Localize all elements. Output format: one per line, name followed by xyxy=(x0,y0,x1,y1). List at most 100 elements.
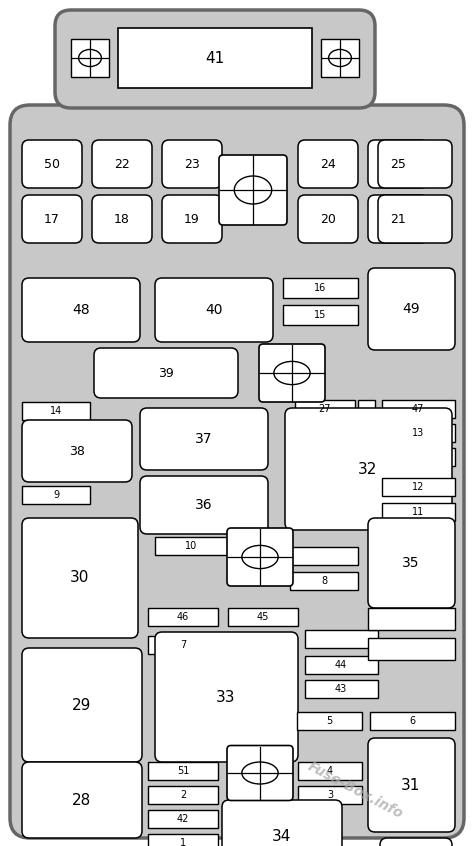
Bar xyxy=(368,608,455,630)
Text: 48: 48 xyxy=(72,303,90,317)
FancyBboxPatch shape xyxy=(380,838,452,846)
Text: 40: 40 xyxy=(205,303,223,317)
Text: 33: 33 xyxy=(216,689,236,705)
Text: 4: 4 xyxy=(327,766,333,776)
Bar xyxy=(290,547,358,565)
Bar xyxy=(305,680,378,698)
Bar xyxy=(358,400,375,418)
Ellipse shape xyxy=(328,49,351,67)
FancyBboxPatch shape xyxy=(368,738,455,832)
Text: 34: 34 xyxy=(272,828,292,843)
Bar xyxy=(228,608,298,626)
FancyBboxPatch shape xyxy=(378,195,452,243)
FancyBboxPatch shape xyxy=(22,518,138,638)
FancyBboxPatch shape xyxy=(219,155,287,225)
FancyBboxPatch shape xyxy=(298,140,358,188)
Text: 37: 37 xyxy=(195,432,213,446)
Text: 5: 5 xyxy=(326,716,332,726)
FancyBboxPatch shape xyxy=(155,278,273,342)
Bar xyxy=(368,638,455,660)
Text: 7: 7 xyxy=(180,640,186,650)
Text: 10: 10 xyxy=(185,541,197,551)
Bar xyxy=(148,762,218,780)
Text: 41: 41 xyxy=(205,51,225,65)
Ellipse shape xyxy=(234,176,272,204)
Bar xyxy=(148,786,218,804)
Bar xyxy=(290,572,358,590)
Bar xyxy=(382,478,455,496)
Text: 6: 6 xyxy=(409,716,415,726)
FancyBboxPatch shape xyxy=(298,195,358,243)
Bar xyxy=(305,630,378,648)
FancyBboxPatch shape xyxy=(22,278,140,342)
Text: 35: 35 xyxy=(402,556,420,570)
Text: 50: 50 xyxy=(44,157,60,171)
Ellipse shape xyxy=(274,361,310,385)
FancyBboxPatch shape xyxy=(10,105,464,838)
Bar xyxy=(321,39,359,77)
FancyBboxPatch shape xyxy=(22,762,142,838)
Text: 47: 47 xyxy=(412,404,424,414)
Text: Fuse-Box.info: Fuse-Box.info xyxy=(305,759,405,821)
FancyBboxPatch shape xyxy=(227,528,293,586)
Text: 23: 23 xyxy=(184,157,200,171)
Text: 44: 44 xyxy=(335,660,347,670)
Text: 31: 31 xyxy=(401,777,421,793)
Bar xyxy=(297,712,362,730)
Bar xyxy=(148,810,218,828)
Bar xyxy=(22,486,90,504)
Bar xyxy=(22,402,90,420)
Text: 2: 2 xyxy=(180,790,186,800)
FancyBboxPatch shape xyxy=(140,476,268,534)
Bar xyxy=(382,424,455,442)
Text: 1: 1 xyxy=(180,838,186,846)
Text: 16: 16 xyxy=(314,283,326,293)
Text: 18: 18 xyxy=(114,212,130,226)
Text: 43: 43 xyxy=(335,684,347,694)
FancyBboxPatch shape xyxy=(92,195,152,243)
Text: 24: 24 xyxy=(320,157,336,171)
Text: 46: 46 xyxy=(177,612,189,622)
Bar xyxy=(148,608,218,626)
Bar xyxy=(298,762,362,780)
FancyBboxPatch shape xyxy=(378,140,452,188)
Bar xyxy=(148,636,218,654)
Text: 39: 39 xyxy=(158,366,174,380)
Bar xyxy=(148,834,218,846)
Text: 21: 21 xyxy=(390,212,406,226)
FancyBboxPatch shape xyxy=(368,195,428,243)
Text: 19: 19 xyxy=(184,212,200,226)
Text: 45: 45 xyxy=(257,612,269,622)
Text: 51: 51 xyxy=(177,766,189,776)
Text: 30: 30 xyxy=(70,570,90,585)
Bar xyxy=(370,712,455,730)
Bar xyxy=(283,305,358,325)
Text: 3: 3 xyxy=(327,790,333,800)
Text: 20: 20 xyxy=(320,212,336,226)
FancyBboxPatch shape xyxy=(22,140,82,188)
Text: 14: 14 xyxy=(50,406,62,416)
Text: 9: 9 xyxy=(53,490,59,500)
Bar xyxy=(118,28,312,88)
FancyBboxPatch shape xyxy=(22,195,82,243)
Text: 38: 38 xyxy=(69,444,85,458)
Text: 17: 17 xyxy=(44,212,60,226)
FancyBboxPatch shape xyxy=(140,408,268,470)
Text: 29: 29 xyxy=(73,697,91,712)
Text: 8: 8 xyxy=(321,576,327,586)
Text: 12: 12 xyxy=(412,482,424,492)
Bar xyxy=(305,656,378,674)
FancyBboxPatch shape xyxy=(155,632,298,762)
FancyBboxPatch shape xyxy=(94,348,238,398)
Text: 22: 22 xyxy=(114,157,130,171)
Bar xyxy=(295,400,355,418)
Bar xyxy=(283,278,358,298)
FancyBboxPatch shape xyxy=(368,518,455,608)
Bar xyxy=(155,537,228,555)
FancyBboxPatch shape xyxy=(368,268,455,350)
Text: 27: 27 xyxy=(319,404,331,414)
FancyBboxPatch shape xyxy=(55,10,375,108)
Text: 28: 28 xyxy=(73,793,91,807)
Bar xyxy=(382,503,455,521)
FancyBboxPatch shape xyxy=(368,140,428,188)
